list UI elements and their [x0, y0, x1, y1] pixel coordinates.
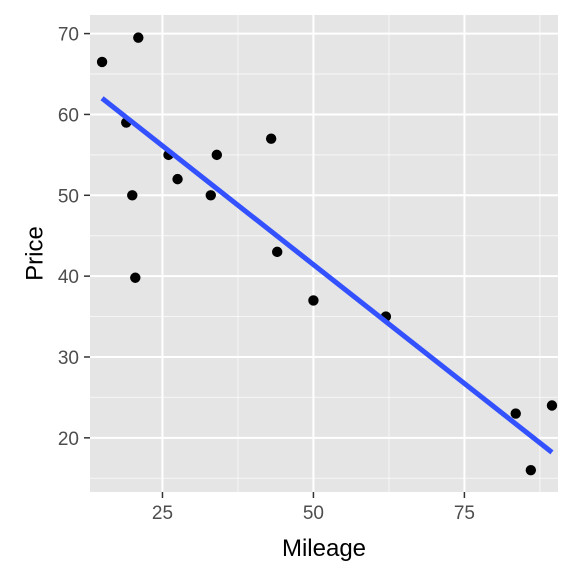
x-tick-label: 25 [152, 503, 173, 524]
regression-line [100, 96, 554, 455]
data-point [211, 149, 223, 161]
data-point [265, 133, 277, 144]
grid-minor [90, 15, 558, 492]
data-point [133, 32, 144, 43]
grid-major [90, 15, 558, 492]
x-axis-title: Mileage [282, 535, 366, 562]
y-axis-title: Price [21, 226, 48, 281]
y-tick-label: 40 [58, 267, 79, 288]
data-point [308, 295, 319, 306]
plot-panel [90, 15, 558, 492]
data-point [510, 408, 521, 419]
axis-ticks [84, 32, 466, 498]
y-tick-label: 20 [58, 429, 79, 450]
data-point [205, 190, 216, 201]
data-point [272, 246, 283, 258]
points-layer [96, 32, 558, 476]
y-tick-label: 70 [58, 25, 79, 46]
fit-line-layer [100, 96, 554, 455]
y-tick-labels: 20 30 40 50 60 70 [58, 25, 79, 450]
x-tick-label: 50 [303, 503, 324, 524]
y-tick-label: 60 [58, 105, 79, 126]
data-point [96, 56, 108, 68]
y-tick-label: 50 [58, 186, 79, 207]
data-point [127, 190, 138, 201]
data-point [130, 272, 141, 283]
data-point [546, 400, 558, 411]
y-tick-label: 30 [58, 348, 79, 369]
data-point [525, 464, 537, 476]
data-point [172, 173, 183, 185]
x-tick-labels: 25 50 75 [152, 503, 475, 524]
x-tick-label: 75 [454, 503, 475, 524]
